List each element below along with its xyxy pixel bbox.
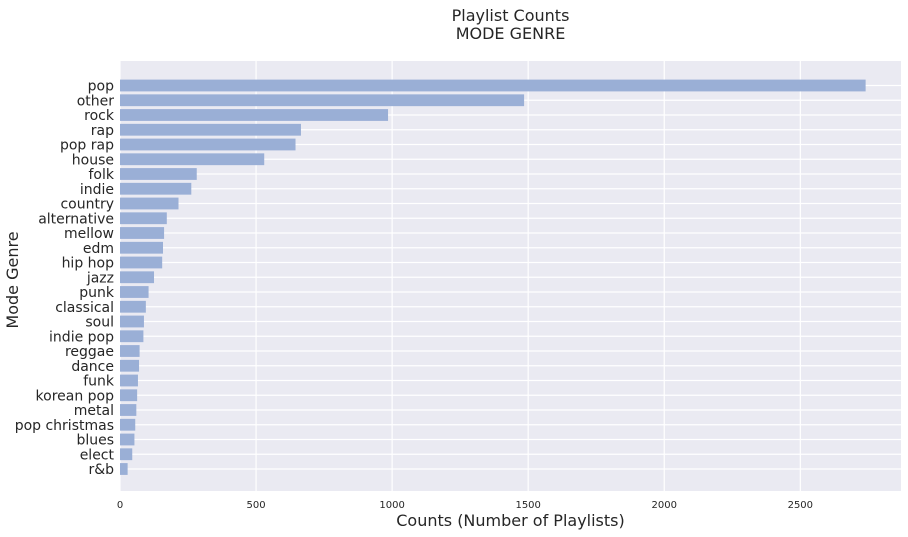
y-tick-label: soul (85, 315, 114, 331)
bar (120, 197, 179, 210)
y-tick-label: elect (80, 447, 115, 463)
bar (120, 359, 140, 372)
y-tick-label: funk (83, 374, 115, 390)
y-tick-label: r&b (88, 462, 114, 478)
y-tick-label: edm (83, 241, 114, 257)
bar (120, 330, 144, 343)
bar (120, 241, 163, 254)
bar (120, 300, 146, 313)
y-tick-label: punk (79, 285, 115, 301)
x-tick-label: 2000 (652, 500, 677, 511)
bar (120, 389, 138, 402)
bar (120, 109, 389, 121)
bar (120, 182, 192, 195)
y-tick-label: jazz (86, 270, 114, 286)
bar (120, 123, 301, 136)
y-tick-label: pop (88, 79, 114, 95)
y-tick-label: reggae (65, 344, 114, 360)
y-tick-label: alternative (38, 211, 114, 227)
bar (120, 256, 163, 269)
y-tick-label: pop rap (60, 138, 114, 154)
y-tick-label: indie pop (49, 329, 114, 345)
bar (120, 168, 197, 180)
y-tick-label: folk (89, 167, 115, 183)
bar (120, 463, 128, 475)
y-tick-label: korean pop (36, 388, 115, 404)
chart-subtitle: MODE GENRE (455, 24, 566, 43)
x-tick-label: 0 (117, 500, 123, 511)
bar (120, 418, 136, 431)
y-tick-label: dance (71, 359, 114, 375)
y-tick-label: other (77, 93, 115, 109)
x-tick-label: 2500 (788, 500, 813, 511)
bar (120, 153, 265, 166)
y-tick-label: hip hop (62, 256, 115, 272)
bar (120, 448, 133, 461)
y-tick-label: indie (80, 182, 114, 198)
bar (120, 315, 144, 328)
bar (120, 79, 866, 92)
bar (120, 374, 138, 387)
y-tick-label: rap (91, 123, 114, 139)
x-tick-label: 500 (247, 500, 266, 511)
bar (120, 94, 525, 107)
bar (120, 404, 137, 416)
bar (120, 212, 167, 225)
y-tick-label: house (72, 152, 114, 168)
y-tick-label: blues (76, 433, 114, 449)
bar (120, 286, 149, 298)
bar (120, 433, 135, 446)
x-axis-label: Counts (Number of Playlists) (396, 511, 625, 530)
x-tick-label: 1500 (515, 500, 540, 511)
bar (120, 227, 165, 239)
x-tick-label: 1000 (379, 500, 404, 511)
y-tick-label: rock (84, 108, 115, 124)
y-tick-label: pop christmas (15, 418, 114, 434)
y-tick-label: country (60, 197, 114, 213)
y-axis-label: Mode Genre (3, 231, 22, 329)
bar (120, 345, 140, 357)
y-tick-label: classical (55, 300, 114, 316)
y-tick-label: mellow (64, 226, 114, 242)
bar (120, 138, 296, 151)
y-tick-label: metal (74, 403, 114, 419)
chart-title: Playlist Counts (451, 6, 570, 25)
bar (120, 271, 155, 284)
